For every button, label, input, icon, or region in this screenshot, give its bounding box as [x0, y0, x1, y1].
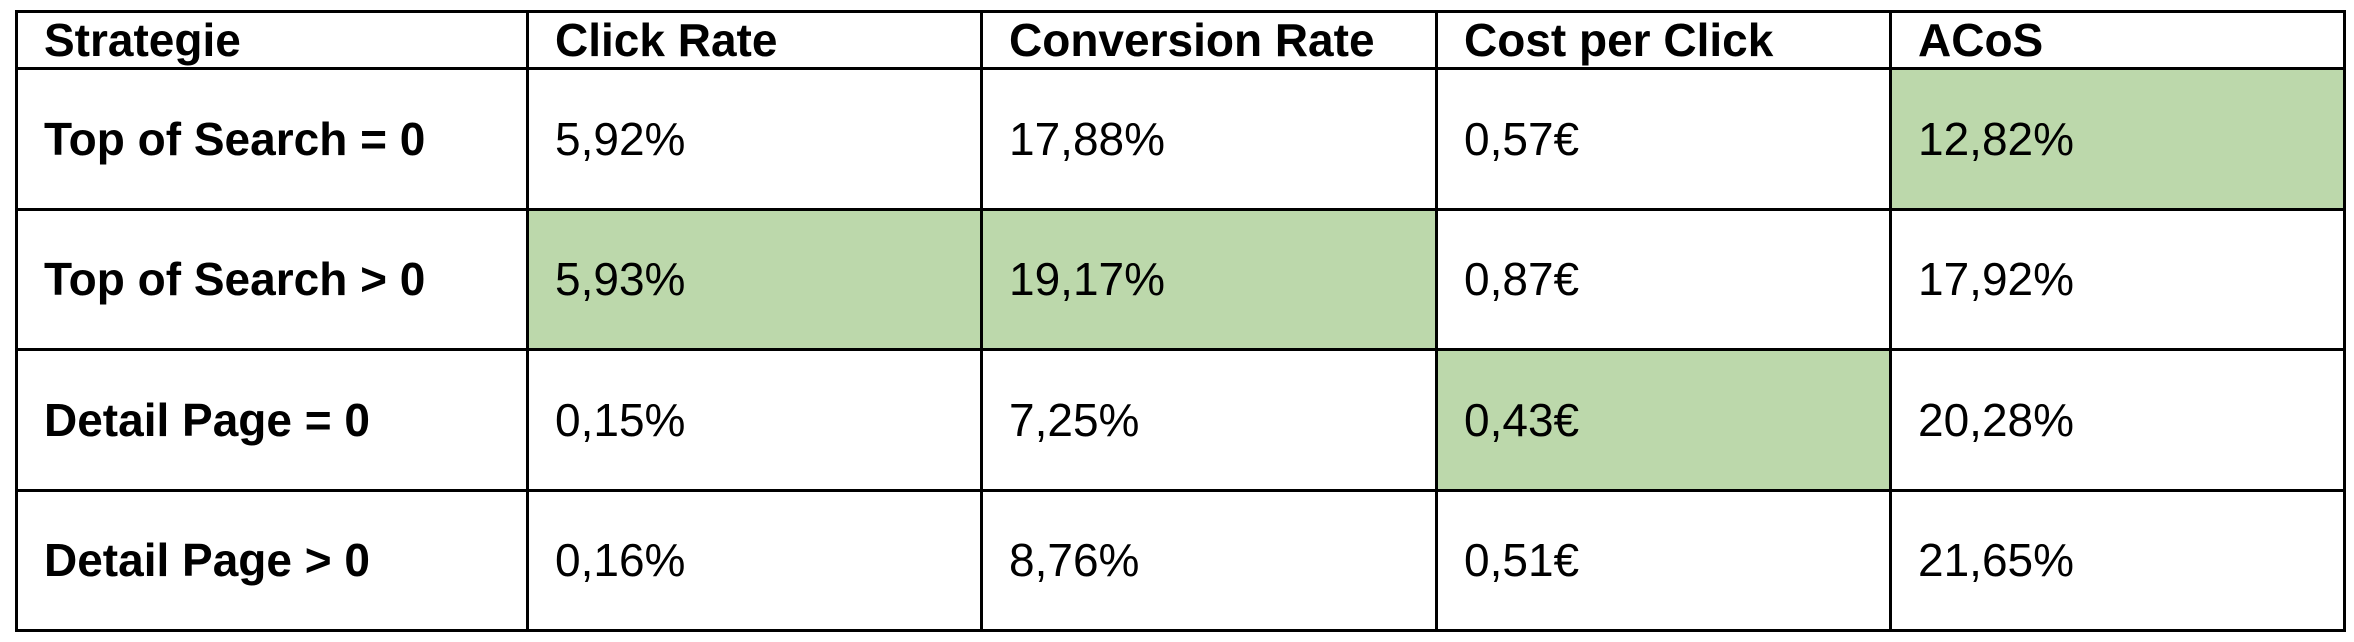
cost-per-click-cell: 0,87€ [1435, 207, 1892, 351]
table-row: Top of Search > 0 5,93% 19,17% 0,87€ 17,… [15, 207, 2346, 351]
click-rate-cell: 5,93% [526, 207, 983, 351]
header-conversion-rate: Conversion Rate [980, 10, 1438, 70]
table-header-row: Strategie Click Rate Conversion Rate Cos… [15, 10, 2346, 70]
conversion-rate-cell: 19,17% [980, 207, 1438, 351]
table-row: Detail Page > 0 0,16% 8,76% 0,51€ 21,65% [15, 488, 2346, 632]
row-label: Detail Page = 0 [15, 348, 529, 492]
conversion-rate-cell: 7,25% [980, 348, 1438, 492]
acos-cell: 21,65% [1889, 488, 2346, 632]
acos-cell: 17,92% [1889, 207, 2346, 351]
cost-per-click-cell: 0,51€ [1435, 488, 1892, 632]
header-cost-per-click: Cost per Click [1435, 10, 1892, 70]
click-rate-cell: 0,15% [526, 348, 983, 492]
header-acos: ACoS [1889, 10, 2346, 70]
cost-per-click-cell: 0,43€ [1435, 348, 1892, 492]
strategy-comparison-table-container: Strategie Click Rate Conversion Rate Cos… [15, 10, 2346, 632]
acos-cell: 12,82% [1889, 67, 2346, 211]
header-click-rate: Click Rate [526, 10, 983, 70]
click-rate-cell: 0,16% [526, 488, 983, 632]
table-row: Detail Page = 0 0,15% 7,25% 0,43€ 20,28% [15, 348, 2346, 492]
conversion-rate-cell: 17,88% [980, 67, 1438, 211]
table-row: Top of Search = 0 5,92% 17,88% 0,57€ 12,… [15, 67, 2346, 211]
row-label: Detail Page > 0 [15, 488, 529, 632]
row-label: Top of Search > 0 [15, 207, 529, 351]
row-label: Top of Search = 0 [15, 67, 529, 211]
header-strategie: Strategie [15, 10, 529, 70]
cost-per-click-cell: 0,57€ [1435, 67, 1892, 211]
click-rate-cell: 5,92% [526, 67, 983, 211]
strategy-comparison-table: Strategie Click Rate Conversion Rate Cos… [15, 10, 2346, 632]
acos-cell: 20,28% [1889, 348, 2346, 492]
conversion-rate-cell: 8,76% [980, 488, 1438, 632]
